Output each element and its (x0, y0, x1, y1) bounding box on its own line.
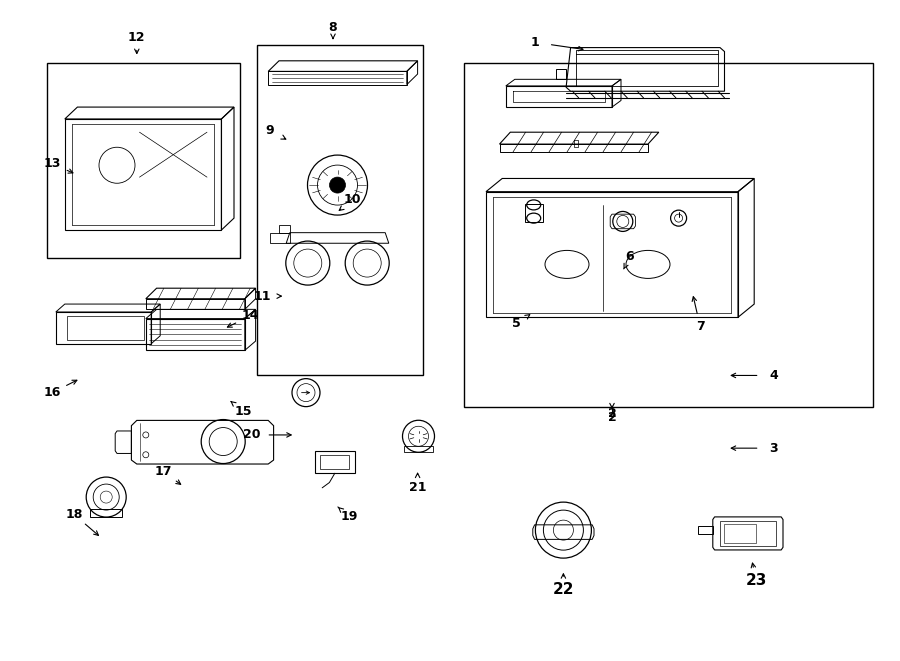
Text: 1: 1 (530, 36, 539, 49)
Text: 21: 21 (409, 481, 427, 494)
Bar (67, 316, 144, 340)
Text: 7: 7 (696, 320, 705, 333)
Bar (464, 63, 873, 407)
Text: 18: 18 (65, 508, 83, 521)
Text: 9: 9 (266, 124, 274, 137)
Text: 12: 12 (128, 30, 146, 44)
Bar (256, 45, 423, 375)
Text: 5: 5 (512, 317, 521, 330)
Text: 10: 10 (344, 193, 362, 206)
Text: 22: 22 (553, 582, 574, 597)
Text: 13: 13 (43, 157, 61, 171)
Text: 2: 2 (608, 411, 616, 424)
Text: 16: 16 (43, 386, 61, 399)
Text: 3: 3 (770, 442, 778, 455)
Text: 8: 8 (328, 21, 338, 34)
Bar (47, 63, 240, 258)
Text: 23: 23 (745, 573, 767, 588)
Circle shape (329, 177, 346, 193)
Text: 11: 11 (254, 290, 272, 303)
Text: 17: 17 (155, 465, 173, 479)
Text: 6: 6 (626, 250, 634, 263)
Text: 20: 20 (243, 428, 261, 442)
Text: 2: 2 (608, 407, 616, 420)
Text: 4: 4 (770, 369, 778, 382)
Text: 19: 19 (340, 510, 358, 524)
Text: 14: 14 (241, 309, 259, 323)
Text: 15: 15 (234, 405, 252, 418)
